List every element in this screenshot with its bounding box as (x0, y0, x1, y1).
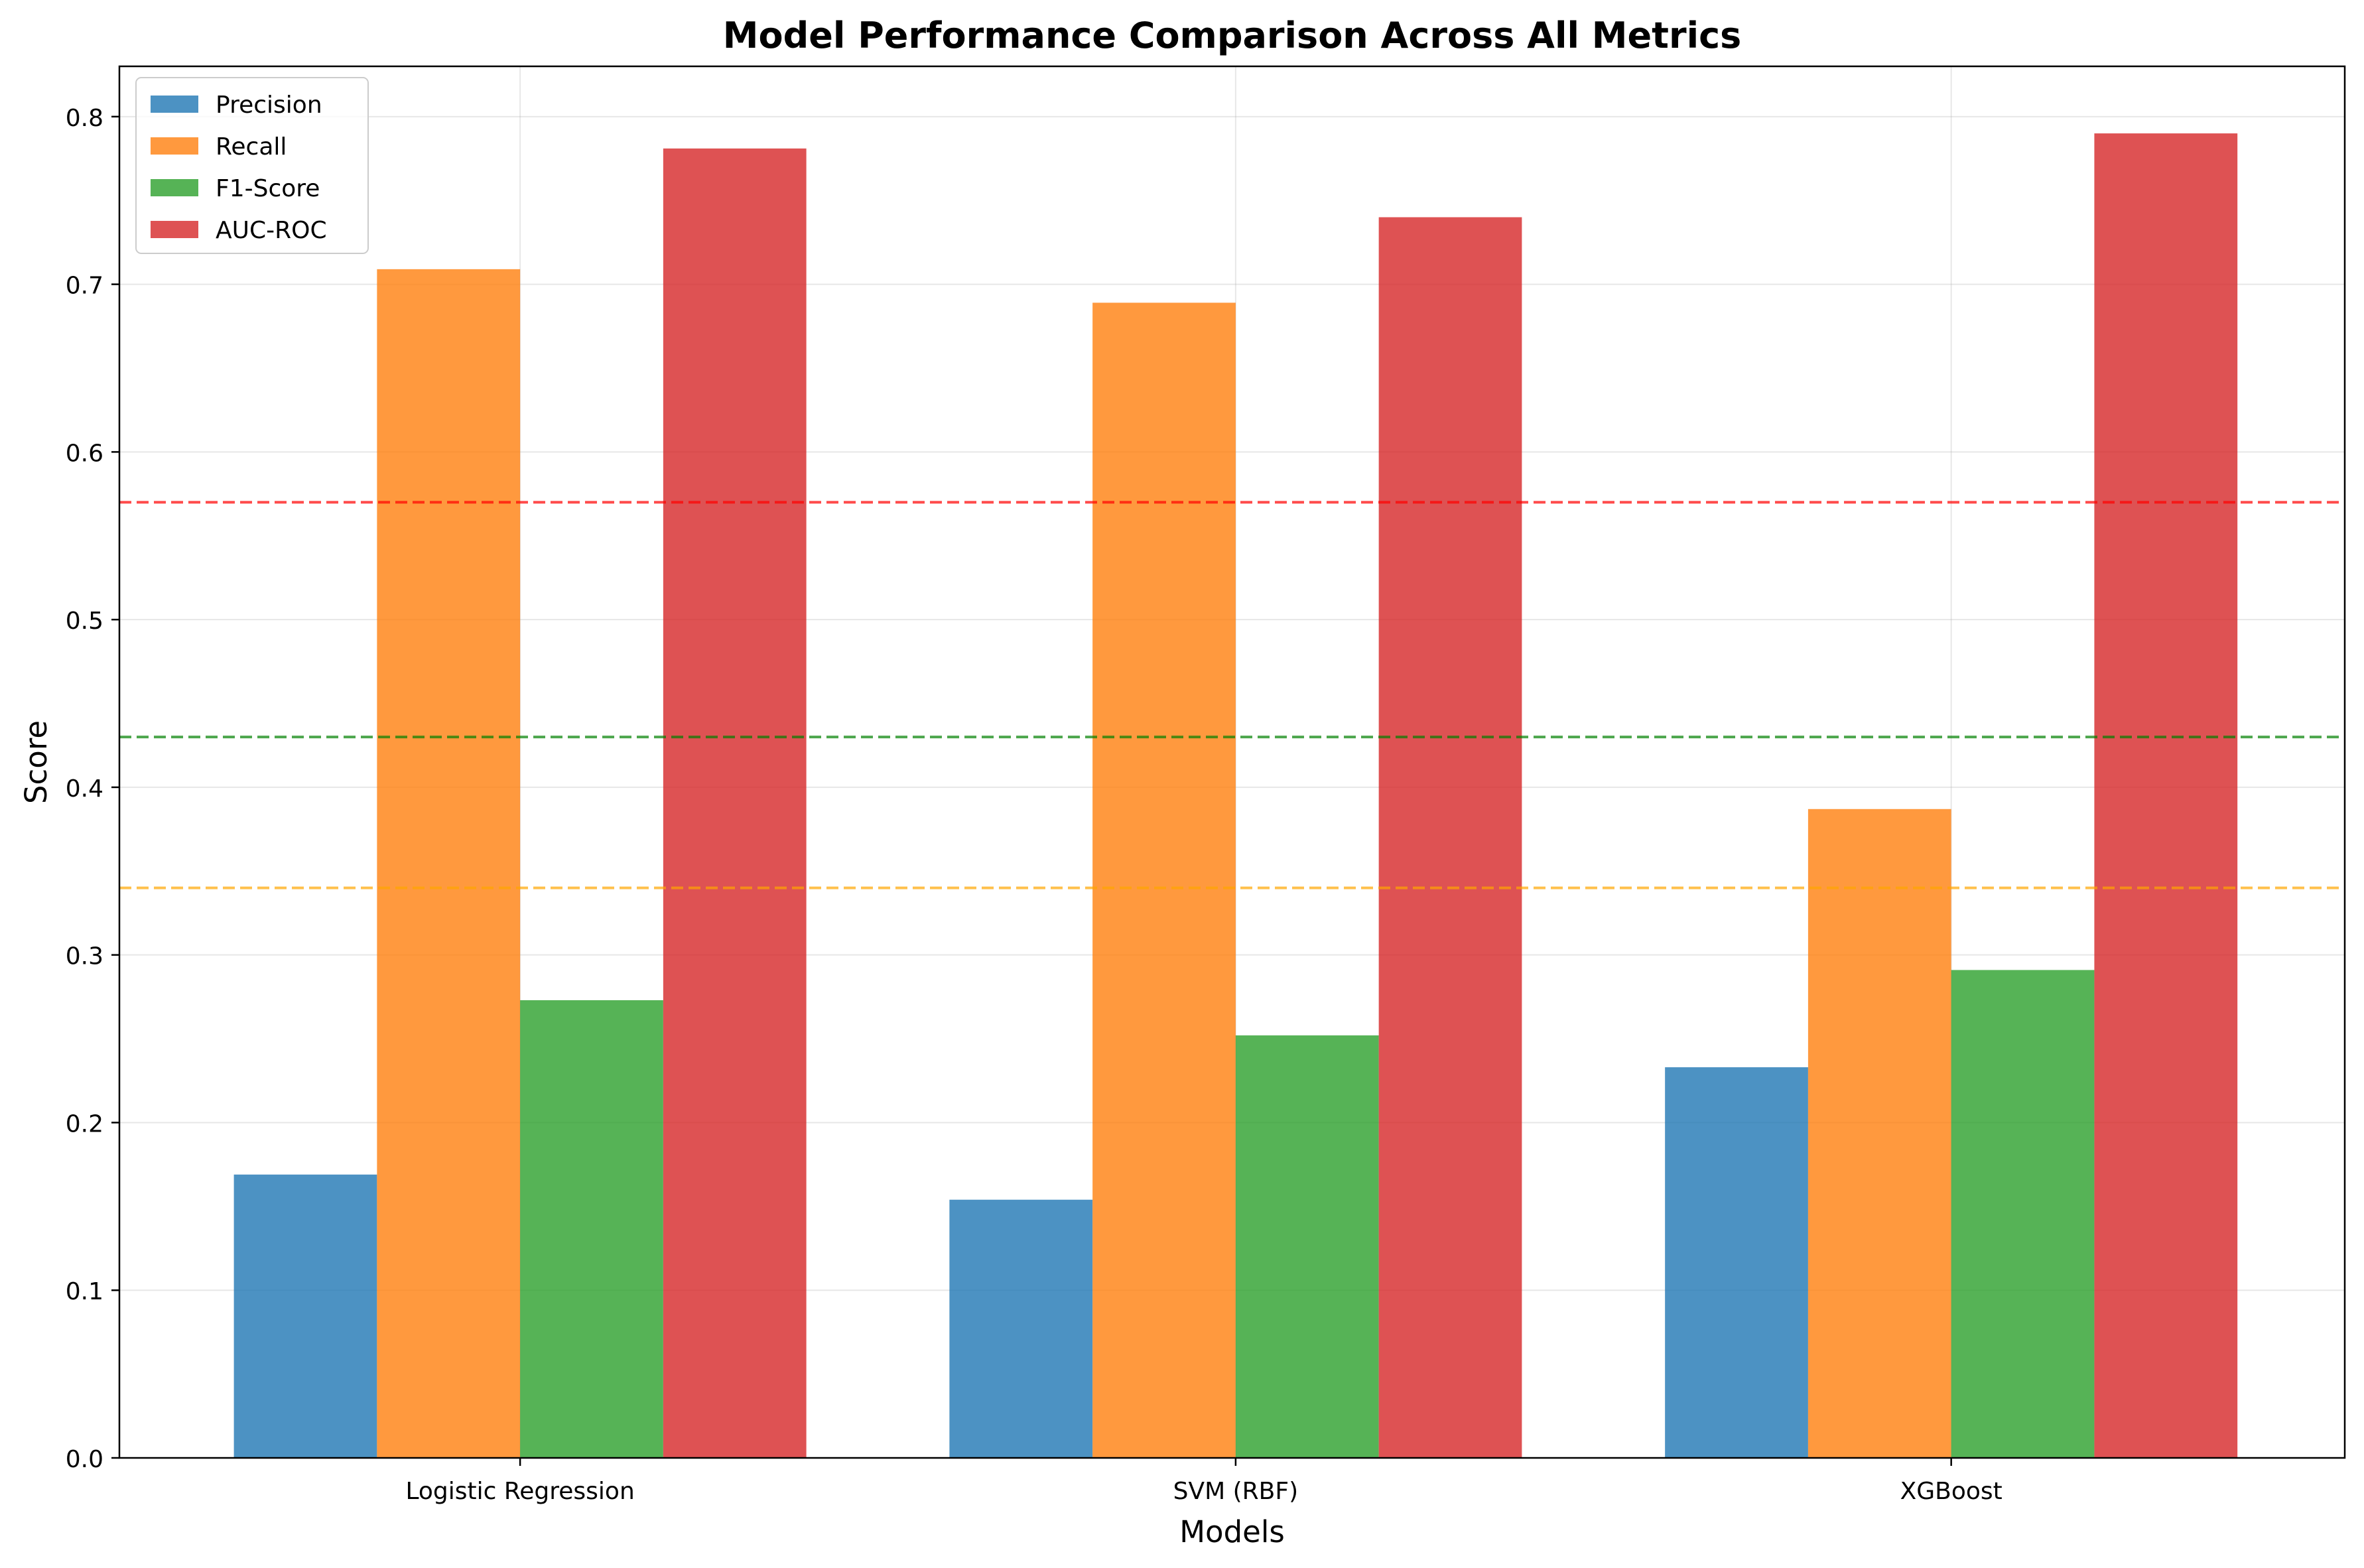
legend-label: Recall (216, 133, 287, 161)
y-tick-label: 0.5 (66, 608, 103, 635)
legend-swatch (151, 137, 198, 155)
legend-box (135, 77, 369, 254)
bar-precision (949, 1199, 1093, 1458)
bar-recall (1807, 809, 1951, 1458)
x-tick-label: Logistic Regression (405, 1478, 634, 1505)
plot-frame (118, 65, 2346, 1459)
y-axis-label: Score (19, 720, 54, 804)
axes: 0.0 0.1 0.2 0.3 0.4 0.5 0.6 0.7 0.8 Logistic Regr… (66, 105, 2003, 1505)
bar-f1-score (1235, 1035, 1379, 1458)
x-tick-label: XGBoost (1900, 1478, 2003, 1505)
bar-precision (1665, 1067, 1808, 1458)
y-tick-label: 0.2 (66, 1110, 103, 1138)
y-tick-label: 0.6 (66, 440, 103, 467)
bar-recall (377, 269, 521, 1458)
y-tick-label: 0.7 (66, 273, 103, 300)
bar-precision (233, 1174, 377, 1458)
chart-title: Model Performance Comparison Across All … (723, 15, 1741, 56)
bar-auc-roc (2094, 133, 2238, 1459)
y-tick-label: 0.0 (66, 1446, 103, 1473)
legend-label: AUC-ROC (216, 217, 327, 244)
x-axis-label: Models (1179, 1514, 1285, 1549)
legend-swatch (151, 96, 198, 113)
bar-f1-score (520, 1000, 663, 1458)
x-tick-label: SVM (RBF) (1173, 1478, 1299, 1505)
bar-auc-roc (1378, 217, 1522, 1458)
legend-label: Precision (216, 92, 322, 119)
y-tick-label: 0.3 (66, 943, 103, 970)
bar-f1-score (1951, 970, 2095, 1458)
y-tick-label: 0.1 (66, 1278, 103, 1305)
bar-recall (1092, 302, 1236, 1458)
reference-lines (119, 501, 2345, 889)
y-tick-label: 0.4 (66, 775, 103, 803)
legend: Precision Recall F1-Score AUC-ROC (135, 77, 369, 254)
legend-swatch (151, 221, 198, 238)
legend-label: F1-Score (216, 175, 320, 202)
bars (233, 133, 2238, 1459)
y-tick-label: 0.8 (66, 105, 103, 132)
bar-auc-roc (663, 148, 807, 1459)
legend-swatch (151, 179, 198, 196)
